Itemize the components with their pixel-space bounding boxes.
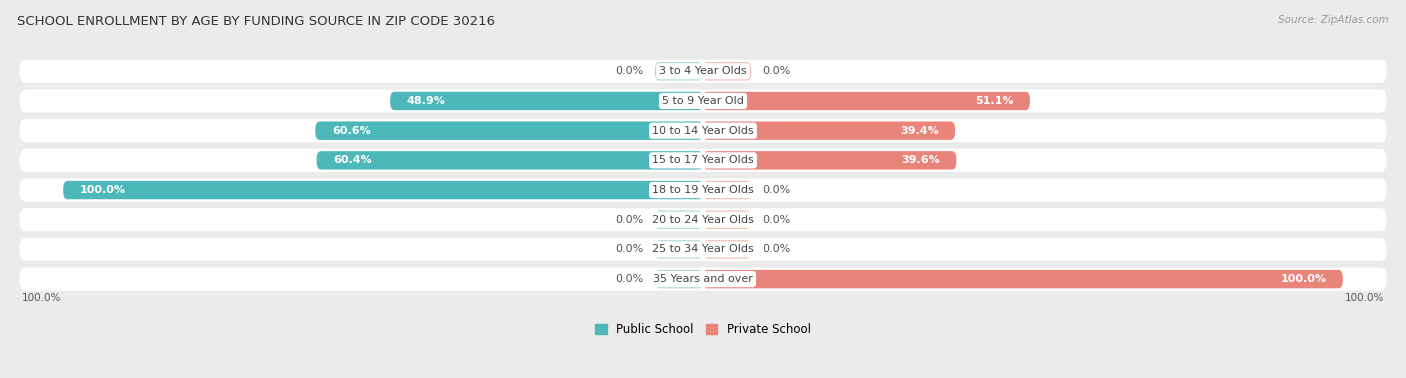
Text: 60.6%: 60.6% xyxy=(332,125,371,136)
Text: 48.9%: 48.9% xyxy=(406,96,446,106)
FancyBboxPatch shape xyxy=(703,92,1031,110)
FancyBboxPatch shape xyxy=(316,151,703,170)
FancyBboxPatch shape xyxy=(655,62,703,81)
Text: SCHOOL ENROLLMENT BY AGE BY FUNDING SOURCE IN ZIP CODE 30216: SCHOOL ENROLLMENT BY AGE BY FUNDING SOUR… xyxy=(17,15,495,28)
Text: 0.0%: 0.0% xyxy=(762,245,790,254)
Text: 35 Years and over: 35 Years and over xyxy=(652,274,754,284)
Text: 0.0%: 0.0% xyxy=(616,274,644,284)
FancyBboxPatch shape xyxy=(20,268,1386,291)
FancyBboxPatch shape xyxy=(703,121,955,140)
FancyBboxPatch shape xyxy=(20,238,1386,261)
FancyBboxPatch shape xyxy=(20,208,1386,231)
Text: 51.1%: 51.1% xyxy=(974,96,1014,106)
Text: 15 to 17 Year Olds: 15 to 17 Year Olds xyxy=(652,155,754,165)
Text: 3 to 4 Year Olds: 3 to 4 Year Olds xyxy=(659,66,747,76)
Text: 25 to 34 Year Olds: 25 to 34 Year Olds xyxy=(652,245,754,254)
Text: 0.0%: 0.0% xyxy=(762,185,790,195)
Text: 39.6%: 39.6% xyxy=(901,155,939,165)
FancyBboxPatch shape xyxy=(703,240,751,259)
Text: 5 to 9 Year Old: 5 to 9 Year Old xyxy=(662,96,744,106)
Text: 60.4%: 60.4% xyxy=(333,155,371,165)
Text: 20 to 24 Year Olds: 20 to 24 Year Olds xyxy=(652,215,754,225)
FancyBboxPatch shape xyxy=(389,92,703,110)
FancyBboxPatch shape xyxy=(703,211,751,229)
Text: 0.0%: 0.0% xyxy=(762,215,790,225)
FancyBboxPatch shape xyxy=(20,119,1386,142)
Text: 100.0%: 100.0% xyxy=(80,185,125,195)
Text: 10 to 14 Year Olds: 10 to 14 Year Olds xyxy=(652,125,754,136)
FancyBboxPatch shape xyxy=(315,121,703,140)
FancyBboxPatch shape xyxy=(703,181,751,199)
FancyBboxPatch shape xyxy=(20,90,1386,113)
Text: 100.0%: 100.0% xyxy=(1281,274,1326,284)
Text: 0.0%: 0.0% xyxy=(616,245,644,254)
FancyBboxPatch shape xyxy=(655,270,703,288)
Text: 100.0%: 100.0% xyxy=(22,293,62,304)
FancyBboxPatch shape xyxy=(655,211,703,229)
FancyBboxPatch shape xyxy=(20,149,1386,172)
Text: 39.4%: 39.4% xyxy=(900,125,939,136)
Text: 18 to 19 Year Olds: 18 to 19 Year Olds xyxy=(652,185,754,195)
FancyBboxPatch shape xyxy=(703,62,751,81)
FancyBboxPatch shape xyxy=(655,240,703,259)
Text: 0.0%: 0.0% xyxy=(616,215,644,225)
FancyBboxPatch shape xyxy=(703,270,1343,288)
Text: 100.0%: 100.0% xyxy=(1344,293,1384,304)
Text: 0.0%: 0.0% xyxy=(616,66,644,76)
Legend: Public School, Private School: Public School, Private School xyxy=(591,319,815,341)
Text: 0.0%: 0.0% xyxy=(762,66,790,76)
FancyBboxPatch shape xyxy=(20,60,1386,83)
FancyBboxPatch shape xyxy=(20,178,1386,201)
FancyBboxPatch shape xyxy=(63,181,703,199)
Text: Source: ZipAtlas.com: Source: ZipAtlas.com xyxy=(1278,15,1389,25)
FancyBboxPatch shape xyxy=(703,151,956,170)
